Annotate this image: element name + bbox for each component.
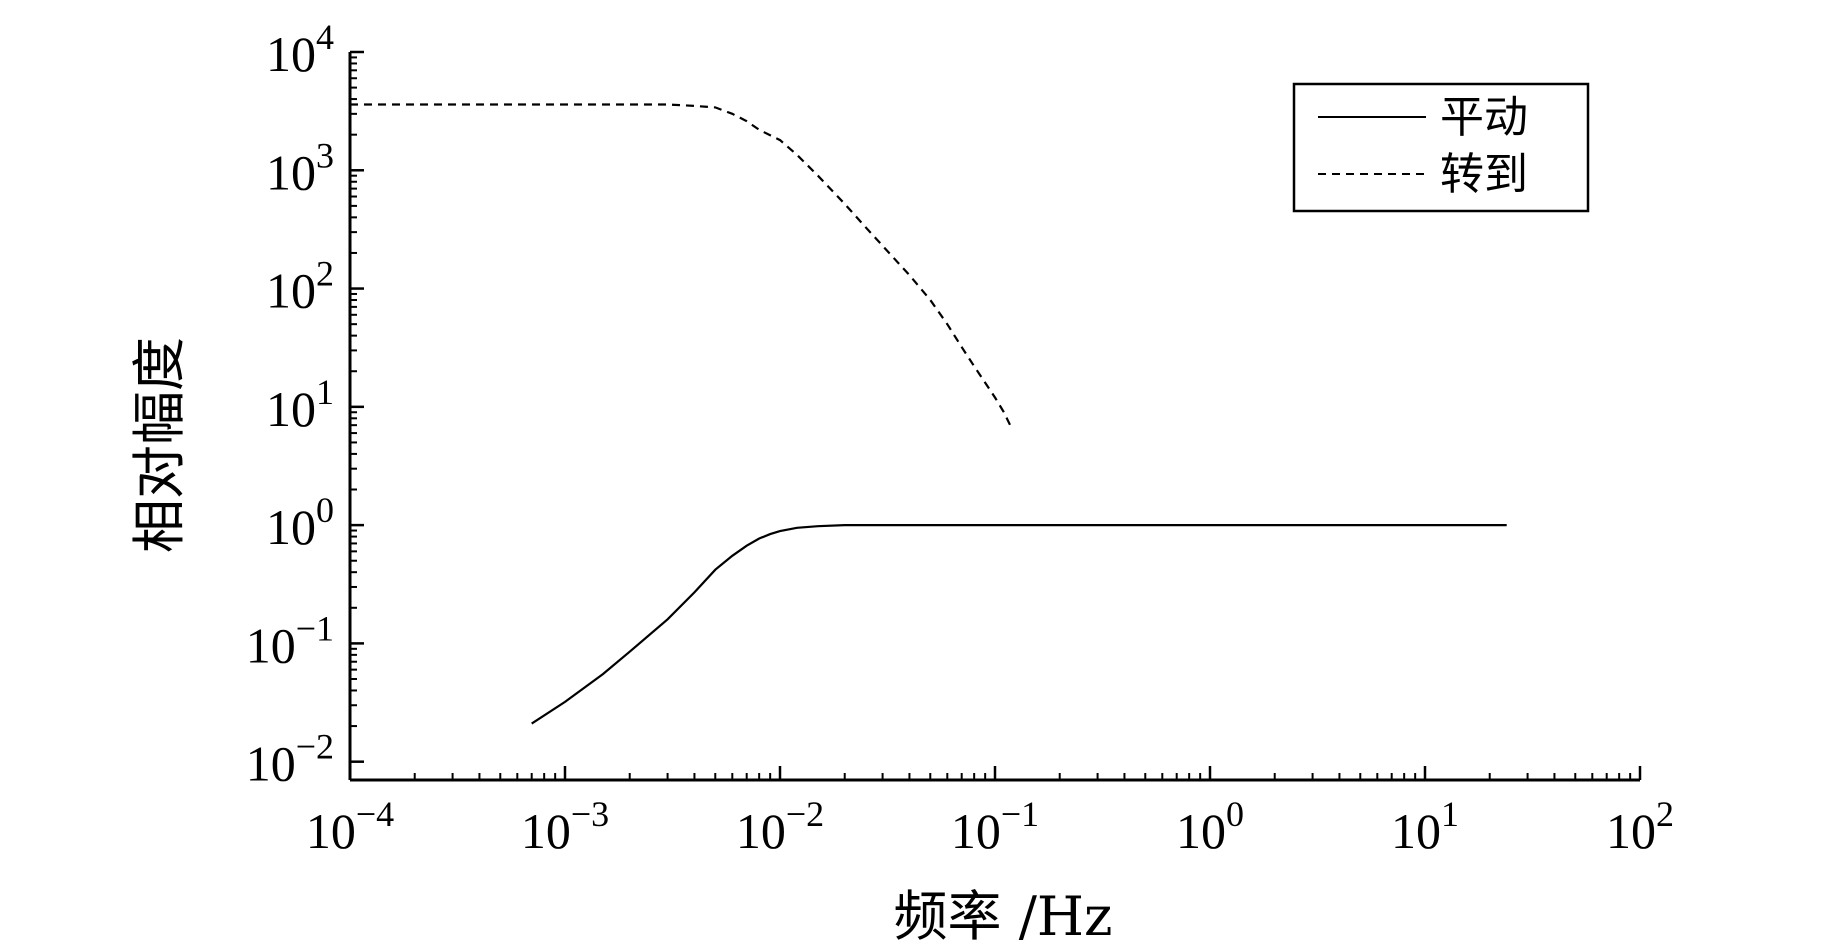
x-tick-label: 10−2	[736, 794, 824, 859]
y-tick-label: 10−1	[246, 608, 334, 673]
y-tick-label: 10−2	[246, 727, 334, 792]
y-axis-ticks: 104 103 102 101 100 10−1 10−2	[246, 17, 364, 792]
y-tick-label: 100	[266, 490, 334, 555]
x-tick-label: 101	[1391, 794, 1459, 859]
legend-label-translation: 平动	[1440, 92, 1528, 143]
y-tick-label: 103	[266, 135, 334, 200]
x-axis-title: 频率 /Hz	[894, 885, 1113, 945]
x-tick-label: 10−4	[306, 794, 394, 859]
x-tick-label: 10−3	[521, 794, 609, 859]
x-tick-label: 102	[1606, 794, 1674, 859]
x-tick-label: 100	[1176, 794, 1244, 859]
legend-box	[1292, 82, 1590, 213]
legend-label-rotation: 转到	[1440, 149, 1528, 200]
y-axis-title: 相对幅度	[128, 337, 191, 553]
series-layer	[350, 103, 1507, 725]
x-axis-ticks: 10−4 10−3 10−2 10−1 100 101 102	[306, 766, 1674, 859]
series-rotation-line	[350, 103, 1013, 430]
y-tick-label: 101	[266, 372, 334, 437]
legend: 平动 转到	[1292, 82, 1590, 213]
series-translation-line	[531, 524, 1507, 725]
y-tick-label: 102	[266, 254, 334, 319]
y-tick-label: 104	[266, 17, 334, 82]
x-tick-label: 10−1	[951, 794, 1039, 859]
